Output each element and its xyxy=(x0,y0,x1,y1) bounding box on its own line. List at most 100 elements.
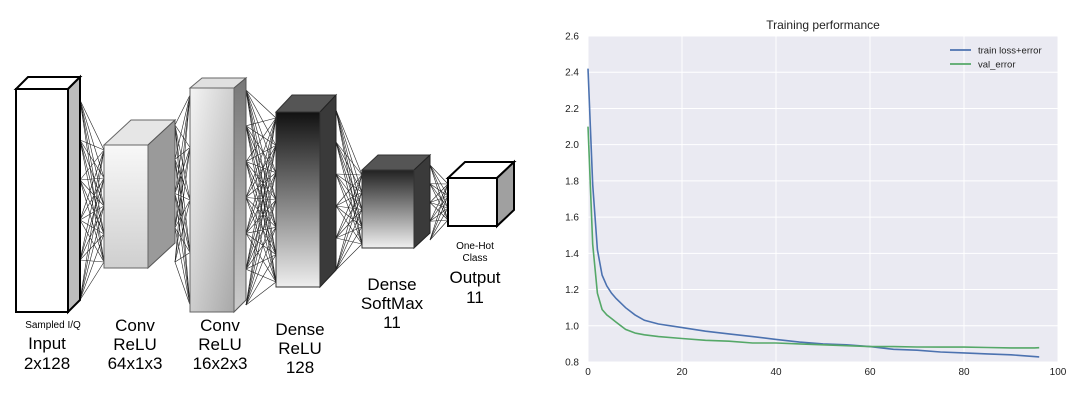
dense1-label: Dense xyxy=(275,320,324,339)
connection-line xyxy=(429,219,449,241)
connection-line xyxy=(79,179,105,263)
connection-line xyxy=(335,205,363,227)
connection-line xyxy=(79,219,105,235)
connection-line xyxy=(245,172,277,270)
connection-line xyxy=(245,125,277,201)
connection-line xyxy=(335,173,363,193)
connection-line xyxy=(245,145,277,306)
connection-line xyxy=(79,205,105,301)
connection-line xyxy=(174,94,191,160)
x-tick-label: 80 xyxy=(958,367,970,378)
connection-line xyxy=(245,89,277,119)
conv1-label: Conv xyxy=(115,316,155,335)
connection-line xyxy=(79,259,105,263)
chart-legend: train loss+error val_error xyxy=(950,46,1042,71)
connection-line xyxy=(245,172,277,198)
connection-line xyxy=(335,209,363,271)
connection-line xyxy=(335,109,363,210)
dense1-size-label: 128 xyxy=(286,358,314,377)
conv2-activation-label: ReLU xyxy=(198,335,241,354)
conv1-shape-label: 64x1x3 xyxy=(108,354,163,373)
connection-line xyxy=(79,149,105,261)
connection-line xyxy=(335,173,363,245)
training-performance-chart: 0 20 40 60 80 100 0.8 1.0 1.2 1.4 1.6 1.8 2.0 2.2 2.4 2… xyxy=(565,18,1067,378)
connection-line xyxy=(245,117,277,306)
connection-line xyxy=(335,205,363,245)
connection-line xyxy=(429,183,449,203)
connection-line xyxy=(174,147,191,194)
connection-line xyxy=(79,205,105,221)
connection-line xyxy=(245,199,277,270)
connection-line xyxy=(335,109,363,176)
y-tick-label: 2.6 xyxy=(565,32,579,43)
connection-line xyxy=(174,124,191,148)
connection-line xyxy=(335,205,363,210)
x-tick-label: 100 xyxy=(1050,367,1067,378)
connection-line xyxy=(174,147,191,263)
connection-line xyxy=(335,243,363,271)
input-shape-label: 2x128 xyxy=(24,354,70,373)
connection-line xyxy=(79,99,105,207)
connection-line xyxy=(79,177,105,221)
dense2-label: Dense xyxy=(367,275,416,294)
connection-line xyxy=(79,177,105,301)
connection-line xyxy=(245,117,277,234)
connection-line xyxy=(174,261,191,306)
legend-label: val_error xyxy=(978,60,1016,71)
connection-line xyxy=(174,94,191,126)
y-tick-label: 1.8 xyxy=(565,176,579,187)
connection-line xyxy=(79,99,105,235)
connection-line xyxy=(79,149,105,181)
connection-line xyxy=(79,99,105,151)
connection-line xyxy=(245,172,277,306)
connection-line xyxy=(335,237,363,245)
connection-line xyxy=(174,193,191,201)
connection-line xyxy=(174,199,191,263)
connection-line xyxy=(245,197,277,201)
connection-line xyxy=(429,195,449,241)
connection-line xyxy=(79,139,105,151)
plot-background xyxy=(588,36,1058,362)
connection-line xyxy=(429,207,449,222)
connection-line xyxy=(245,145,277,198)
connection-line xyxy=(245,227,277,270)
dense-relu-layer-block xyxy=(274,93,338,289)
output-layer-block xyxy=(445,159,517,229)
y-tick-label: 2.0 xyxy=(565,140,579,151)
chart-title: Training performance xyxy=(766,18,880,32)
connection-line xyxy=(429,183,449,241)
connection-line xyxy=(79,99,105,179)
connection-line xyxy=(245,117,277,198)
connection-line xyxy=(79,179,105,235)
connection-line xyxy=(174,147,191,228)
connection-line xyxy=(174,94,191,228)
connection-line xyxy=(79,205,105,261)
connection-line xyxy=(429,183,449,209)
connection-line xyxy=(335,173,363,227)
grid-lines xyxy=(587,35,1059,363)
connection-line xyxy=(245,89,277,255)
connection-line xyxy=(245,254,277,270)
connection-line xyxy=(79,149,105,221)
connection-line xyxy=(335,109,363,227)
connection-line xyxy=(429,164,449,185)
output-size-label: 11 xyxy=(466,288,484,307)
connection-line xyxy=(335,141,363,210)
connection-line xyxy=(429,164,449,209)
output-caption-line1: One-Hot xyxy=(456,241,494,252)
connection-line xyxy=(335,173,363,210)
conv1-activation-label: ReLU xyxy=(113,335,156,354)
connection-line xyxy=(429,183,449,221)
connection-line xyxy=(245,227,277,306)
connection-line xyxy=(335,226,363,239)
connection-line xyxy=(429,183,449,222)
dense1-activation-label: ReLU xyxy=(278,339,321,358)
connection-line xyxy=(174,94,191,194)
connection-line xyxy=(174,147,191,160)
layer-connections xyxy=(79,89,449,306)
y-tick-label: 1.4 xyxy=(565,249,579,260)
connection-line xyxy=(335,141,363,227)
connection-line xyxy=(79,139,105,207)
connection-line xyxy=(429,195,449,222)
legend-label: train loss+error xyxy=(978,46,1042,57)
